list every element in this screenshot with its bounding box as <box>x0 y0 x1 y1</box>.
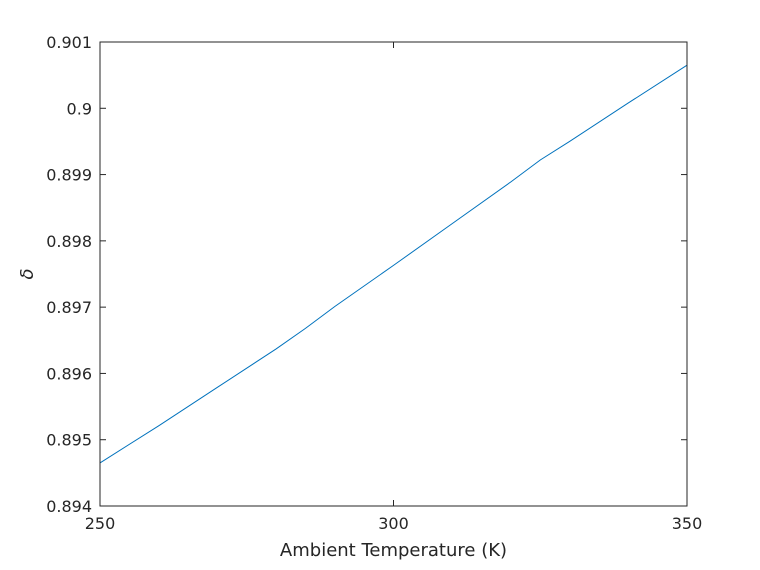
x-tick-label: 250 <box>85 514 116 533</box>
x-tick-label: 350 <box>672 514 703 533</box>
plot-area-background <box>100 42 687 506</box>
y-tick-label: 0.898 <box>46 232 92 251</box>
series-line <box>99 64 688 464</box>
y-tick-label: 0.9 <box>67 99 92 118</box>
y-tick-label: 0.896 <box>46 364 92 383</box>
tick-labels-layer: 250 300 350 0.894 0.895 0.896 0.897 0.898 0.899 0… <box>46 33 702 533</box>
y-tick-label: 0.894 <box>46 497 92 516</box>
y-tick-label: 0.899 <box>46 166 92 185</box>
y-tick-label: 0.895 <box>46 431 92 450</box>
y-tick-label: 0.897 <box>46 298 92 317</box>
x-axis-title: Ambient Temperature (K) <box>280 540 507 561</box>
plot-frame <box>99 41 688 507</box>
y-axis-title: δ <box>17 268 38 279</box>
y-tick-label: 0.901 <box>46 33 92 52</box>
x-tick-label: 300 <box>378 514 409 533</box>
